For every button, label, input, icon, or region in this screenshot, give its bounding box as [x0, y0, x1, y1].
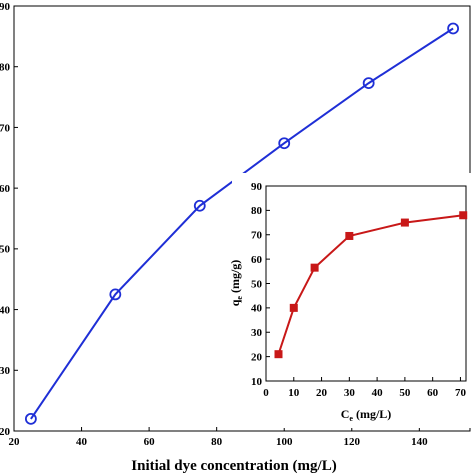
- main-x-tick-label: 20: [9, 436, 21, 448]
- main-y-tick-label: 40: [0, 304, 11, 316]
- inset-y-tick-label: 20: [251, 351, 263, 363]
- inset-data-point: [289, 303, 298, 312]
- inset-series-polyline: [277, 214, 464, 355]
- main-x-tick-label: 60: [144, 436, 156, 448]
- inset-x-axis-label: Ce (mg/L): [341, 407, 392, 423]
- inset-background: [232, 173, 472, 428]
- inset-x-tick-label: 60: [427, 387, 439, 399]
- main-data-point: [193, 199, 206, 212]
- inset-x-tick-label: 20: [316, 387, 328, 399]
- inset-x-tick-label: 0: [263, 387, 269, 399]
- inset-x-tick-label: 10: [288, 387, 300, 399]
- main-series-points: [24, 22, 460, 425]
- inset-y-tick-label: 90: [251, 181, 263, 193]
- inset-y-tick-label: 70: [251, 230, 263, 242]
- main-x-tick-label: 140: [411, 436, 428, 448]
- main-y-tick-label: 30: [0, 365, 11, 377]
- inset-y-tick-label: 40: [251, 303, 263, 315]
- main-y-tick-label: 90: [0, 1, 11, 13]
- inset-y-tick-label: 30: [251, 327, 263, 339]
- main-data-point: [447, 22, 460, 35]
- main-y-tick-label: 60: [0, 183, 11, 195]
- main-x-tick-label: 100: [276, 436, 293, 448]
- main-data-point: [109, 288, 122, 301]
- main-y-tick-label: 70: [0, 122, 11, 134]
- inset-data-point: [345, 231, 354, 240]
- inset-series-points: [274, 211, 468, 359]
- main-y-tick-label: 50: [0, 244, 11, 256]
- inset-y-axis-label: qe (mg/g): [228, 260, 244, 307]
- main-x-axis-label: Initial dye concentration (mg/L): [131, 458, 336, 474]
- main-x-tick-label: 80: [211, 436, 223, 448]
- inset-data-point: [400, 218, 409, 227]
- inset-y-tick-label: 10: [251, 376, 263, 388]
- main-data-point: [24, 412, 37, 425]
- inset-x-tick-label: 30: [344, 387, 356, 399]
- inset-data-point: [459, 211, 468, 220]
- inset-y-tick-label: 60: [251, 254, 263, 266]
- main-y-tick-label: 20: [0, 426, 11, 438]
- inset-y-tick-label: 50: [251, 278, 263, 290]
- inset-x-tick-label: 50: [399, 387, 411, 399]
- inset-data-point: [310, 263, 319, 272]
- main-x-tick-label: 40: [76, 436, 88, 448]
- inset-series-line: [277, 214, 464, 355]
- inset-data-point: [274, 350, 283, 359]
- main-x-tick-label: 120: [344, 436, 361, 448]
- main-data-point: [278, 137, 291, 150]
- inset-x-tick-label: 40: [372, 387, 384, 399]
- inset-x-tick-label: 70: [455, 387, 467, 399]
- inset-y-tick-label: 80: [251, 205, 263, 217]
- main-y-tick-label: 80: [0, 62, 11, 74]
- main-data-point: [362, 77, 375, 90]
